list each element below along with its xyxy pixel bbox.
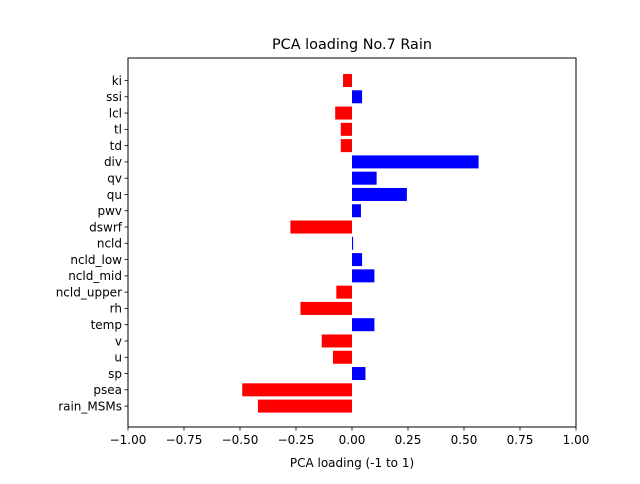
- bar-ncld_upper: [336, 285, 352, 299]
- bar-qv: [352, 171, 377, 185]
- bar-dswrf: [290, 220, 352, 234]
- y-tick-label: tl: [114, 123, 122, 137]
- y-tick-label: ssi: [106, 90, 122, 104]
- bar-ncld: [352, 236, 354, 250]
- y-tick-label: lcl: [109, 106, 122, 120]
- y-tick-label: rh: [110, 302, 122, 316]
- bar-tl: [340, 122, 352, 136]
- y-tick-label: rain_MSMs: [58, 399, 122, 413]
- bar-u: [332, 350, 352, 364]
- bar-rh: [300, 301, 352, 315]
- y-tick-label: ncld_upper: [56, 285, 122, 299]
- y-tick-label: temp: [91, 318, 122, 332]
- x-tick-label: −0.50: [222, 433, 259, 447]
- x-tick-label: −0.75: [166, 433, 203, 447]
- x-axis-label: PCA loading (-1 to 1): [290, 456, 414, 470]
- y-tick-label: ncld: [97, 237, 122, 251]
- bar-td: [340, 139, 352, 153]
- y-tick-label: qv: [107, 171, 122, 185]
- y-tick-label: psea: [93, 383, 122, 397]
- y-tick-label: sp: [108, 367, 122, 381]
- bar-ncld_low: [352, 253, 363, 267]
- bar-div: [352, 155, 479, 169]
- bar-qu: [352, 187, 407, 201]
- x-tick-label: 0.75: [507, 433, 534, 447]
- y-axis: ki ssi lcl tl td div qv qu pwv dswrf ncld ncld_lown…: [56, 74, 128, 413]
- y-tick-label: v: [115, 334, 122, 348]
- chart-title: PCA loading No.7 Rain: [272, 37, 432, 53]
- bar-rain_MSMs: [257, 399, 352, 413]
- bar-ncld_mid: [352, 269, 375, 283]
- bar-temp: [352, 318, 375, 332]
- bar-sp: [352, 367, 366, 381]
- x-tick-label: 1.00: [563, 433, 590, 447]
- y-tick-label: td: [110, 139, 122, 153]
- bar-lcl: [335, 106, 352, 120]
- bar-v: [321, 334, 352, 348]
- y-tick-label: ncld_mid: [68, 269, 122, 283]
- bar-psea: [242, 383, 352, 397]
- x-tick-label: −0.25: [278, 433, 315, 447]
- y-tick-label: div: [104, 155, 122, 169]
- x-tick-label: 0.00: [339, 433, 366, 447]
- y-tick-label: dswrf: [89, 220, 123, 234]
- y-tick-label: u: [114, 351, 122, 365]
- y-tick-label: pwv: [97, 204, 122, 218]
- bars-layer: [242, 74, 479, 413]
- x-tick-label: 0.50: [451, 433, 478, 447]
- y-tick-label: ki: [112, 74, 122, 88]
- x-tick-label: −1.00: [110, 433, 147, 447]
- y-tick-label: ncld_low: [70, 253, 122, 267]
- y-tick-label: qu: [107, 188, 122, 202]
- x-axis: −1.00 −0.75 −0.50 −0.25 0.00 0.25 0.50 0.75 1.00: [110, 427, 590, 447]
- bar-ssi: [352, 90, 363, 104]
- x-tick-label: 0.25: [395, 433, 422, 447]
- bar-ki: [343, 74, 352, 87]
- bar-pwv: [352, 204, 361, 218]
